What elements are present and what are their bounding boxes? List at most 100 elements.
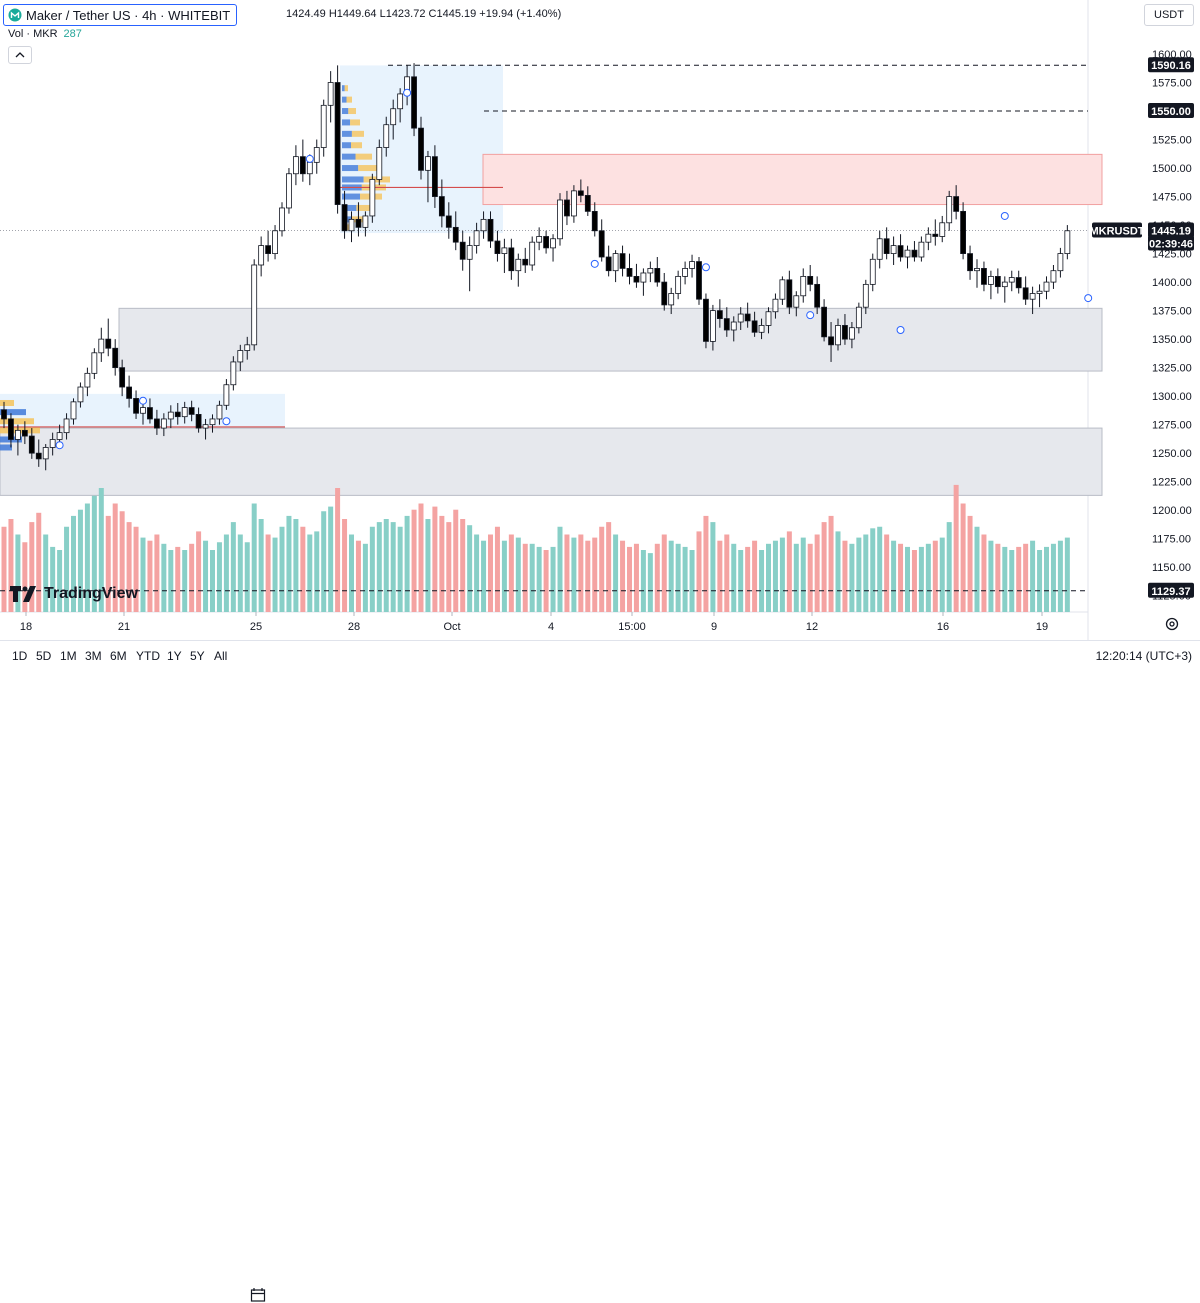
candle-body xyxy=(459,241,466,260)
candle-body xyxy=(105,338,112,349)
symbol-title-text: Maker / Tether US · 4h · WHITEBIT xyxy=(26,7,231,23)
timeframe-ytd[interactable]: YTD xyxy=(136,649,160,663)
volume-bar xyxy=(654,543,660,612)
clock-timezone[interactable]: 12:20:14 (UTC+3) xyxy=(1095,649,1192,663)
volume-bar xyxy=(439,515,445,612)
timeframe-5d[interactable]: 5D xyxy=(36,649,52,663)
volume-bar xyxy=(606,522,612,612)
volume-bar xyxy=(717,540,723,612)
timeframe-1m[interactable]: 1M xyxy=(60,649,77,663)
collapse-legend-button[interactable] xyxy=(8,46,32,64)
time-tick-label: 28 xyxy=(348,621,360,633)
volume-bar xyxy=(759,550,765,612)
volume-bar xyxy=(223,534,229,612)
candle-body xyxy=(1050,270,1057,283)
time-tick-label: 25 xyxy=(250,621,262,633)
candle-body xyxy=(612,253,619,272)
volume-bar xyxy=(856,537,862,612)
candle-body xyxy=(751,320,758,333)
currency-selector[interactable]: USDT xyxy=(1144,4,1194,26)
volume-bar xyxy=(1023,543,1029,612)
volume-bar xyxy=(335,488,341,612)
candle-body xyxy=(557,199,563,240)
volume-bar xyxy=(571,537,577,612)
volume-bar xyxy=(251,503,257,612)
price-tick-label: 1325.00 xyxy=(1152,363,1192,375)
symbol-title[interactable]: Maker / Tether US · 4h · WHITEBIT xyxy=(3,4,238,26)
volume-bar xyxy=(307,534,313,612)
candle-body xyxy=(133,398,139,414)
candle-body xyxy=(431,156,438,197)
signal-marker xyxy=(222,417,231,426)
candle-body xyxy=(466,245,473,260)
candle-body xyxy=(897,245,904,258)
timeframe-1y[interactable]: 1Y xyxy=(167,649,182,663)
volume-bar xyxy=(91,495,97,612)
candle-body xyxy=(1,409,7,420)
candle-body xyxy=(807,275,814,285)
volume-bar xyxy=(105,515,111,612)
volume-bar xyxy=(237,534,243,612)
volume-profile-bar xyxy=(351,142,362,149)
volume-bar xyxy=(550,546,556,612)
countdown-label-bg xyxy=(1148,235,1194,251)
volume-profile-bar xyxy=(342,130,352,137)
candle-body xyxy=(932,233,939,237)
volume-bar xyxy=(265,534,271,612)
volume-bar xyxy=(821,522,827,612)
time-tick-label: 18 xyxy=(20,621,32,633)
settings-gear-icon[interactable] xyxy=(1164,616,1180,632)
maker-logo-icon xyxy=(8,8,22,22)
price-chart[interactable]: 1600.001575.001550.001525.001500.001475.… xyxy=(0,0,1200,640)
candle-body xyxy=(696,261,702,300)
volume-bar xyxy=(349,534,354,612)
candle-body xyxy=(981,268,987,285)
candle-body xyxy=(223,384,230,406)
timeframe-3m[interactable]: 3M xyxy=(85,649,102,663)
volume-value: 287 xyxy=(63,28,82,40)
volume-profile-bar xyxy=(351,130,364,137)
candle-body xyxy=(564,199,570,217)
timeframe-6m[interactable]: 6M xyxy=(110,649,127,663)
volume-profile-bar xyxy=(342,165,359,172)
candle-body xyxy=(98,338,105,354)
support-zone xyxy=(118,307,1103,372)
volume-bar xyxy=(64,526,70,612)
candle-body xyxy=(675,275,682,294)
volume-bar xyxy=(981,534,987,612)
volume-bar xyxy=(508,534,514,612)
candle-body xyxy=(571,190,577,217)
signal-marker xyxy=(55,441,64,450)
volume-bar xyxy=(29,522,35,612)
time-tick-label: 21 xyxy=(118,621,130,633)
volume-bar xyxy=(522,543,528,612)
volume-bar xyxy=(870,528,876,612)
volume-bar xyxy=(22,542,28,612)
candle-body xyxy=(723,318,730,331)
candle-body xyxy=(522,258,529,266)
candle-body xyxy=(174,411,181,418)
volume-bar xyxy=(390,522,396,612)
volume-bar xyxy=(675,543,681,612)
date-range-icon[interactable] xyxy=(250,1287,266,1303)
volume-bar xyxy=(474,534,480,612)
candle-body xyxy=(598,230,605,258)
timeframe-1d[interactable]: 1D xyxy=(12,649,28,663)
candle-body xyxy=(508,247,515,272)
volume-bar xyxy=(1,526,7,612)
volume-bar xyxy=(640,550,646,612)
bottom-toolbar: 1D 5D 1M 3M 6M YTD 1Y 5Y All 12:20:14 (U… xyxy=(0,640,1200,1302)
volume-bar xyxy=(98,488,104,612)
candle-body xyxy=(390,108,397,126)
volume-bar xyxy=(203,540,209,612)
price-tick-label: 1400.00 xyxy=(1152,277,1192,289)
candle-body xyxy=(946,196,953,224)
volume-profile-bar xyxy=(342,108,349,115)
candle-body xyxy=(1043,281,1050,292)
timeframe-5y[interactable]: 5Y xyxy=(190,649,205,663)
candle-body xyxy=(1036,290,1043,294)
timeframe-all[interactable]: All xyxy=(214,649,228,663)
candle-body xyxy=(821,306,827,338)
candle-body xyxy=(953,196,960,212)
candle-body xyxy=(737,313,744,323)
